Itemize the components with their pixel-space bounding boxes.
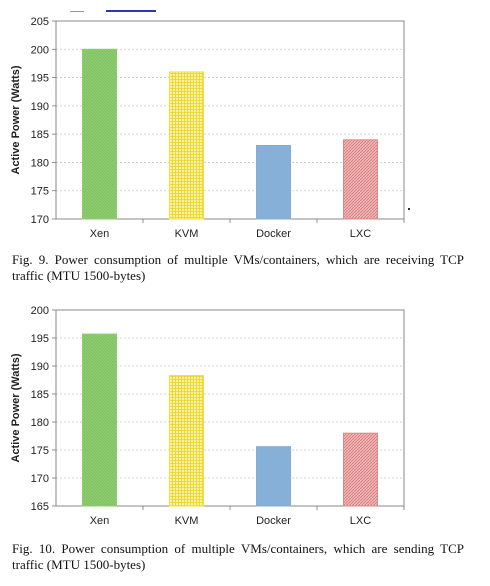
x-tick-label-xen: Xen bbox=[90, 228, 110, 240]
y-tick-label: 175 bbox=[31, 186, 49, 198]
y-tick-label: 180 bbox=[31, 157, 49, 169]
x-tick-label-lxc: LXC bbox=[350, 515, 371, 527]
x-tick-label-kvm: KVM bbox=[175, 515, 199, 527]
scan-dot bbox=[408, 208, 410, 210]
x-tick-label-xen: Xen bbox=[90, 515, 110, 527]
bar-lxc bbox=[343, 432, 378, 507]
chart-receiving-tcp: 170 175 180 185 190 195 200 205 Xen KVM Docker LXC A… bbox=[10, 16, 405, 240]
y-tick-label: 165 bbox=[31, 501, 49, 513]
bar-kvm bbox=[169, 71, 204, 220]
y-tick-label: 180 bbox=[31, 417, 49, 429]
y-tick-label: 200 bbox=[31, 305, 49, 317]
y-tick-label: 190 bbox=[31, 101, 49, 113]
x-tick-label-docker: Docker bbox=[256, 515, 291, 527]
bar-kvm bbox=[169, 375, 204, 507]
bar-xen bbox=[82, 48, 117, 220]
scan-mark-blue bbox=[106, 10, 156, 12]
y-tick-label: 195 bbox=[31, 333, 49, 345]
y-tick-label: 170 bbox=[31, 473, 49, 485]
y-tick-label: 175 bbox=[31, 445, 49, 457]
y-tick-label: 190 bbox=[31, 361, 49, 373]
figure-caption-9: Fig. 9. Power consumption of multiple VM… bbox=[12, 252, 464, 283]
figure-caption-10: Fig. 10. Power consumption of multiple V… bbox=[12, 541, 464, 572]
x-tick-label-lxc: LXC bbox=[350, 228, 371, 240]
y-tick-label: 185 bbox=[31, 389, 49, 401]
y-tick-label: 170 bbox=[31, 214, 49, 226]
bar-xen bbox=[82, 333, 117, 507]
y-tick-label: 195 bbox=[31, 73, 49, 85]
chart-sending-tcp: 165 170 175 180 185 190 195 200 Xen KVM Docker LXC A… bbox=[10, 305, 405, 527]
y-tick-label: 185 bbox=[31, 129, 49, 141]
bar-lxc bbox=[343, 139, 378, 220]
x-tick-label-kvm: KVM bbox=[175, 228, 199, 240]
x-tick-label-docker: Docker bbox=[256, 228, 291, 240]
y-axis-label: Active Power (Watts) bbox=[10, 353, 22, 462]
y-axis-label: Active Power (Watts) bbox=[10, 65, 22, 174]
bar-docker bbox=[256, 144, 291, 220]
y-tick-label: 205 bbox=[31, 16, 49, 28]
bar-docker bbox=[256, 446, 291, 507]
y-tick-label: 200 bbox=[31, 44, 49, 56]
scan-mark bbox=[70, 11, 84, 12]
